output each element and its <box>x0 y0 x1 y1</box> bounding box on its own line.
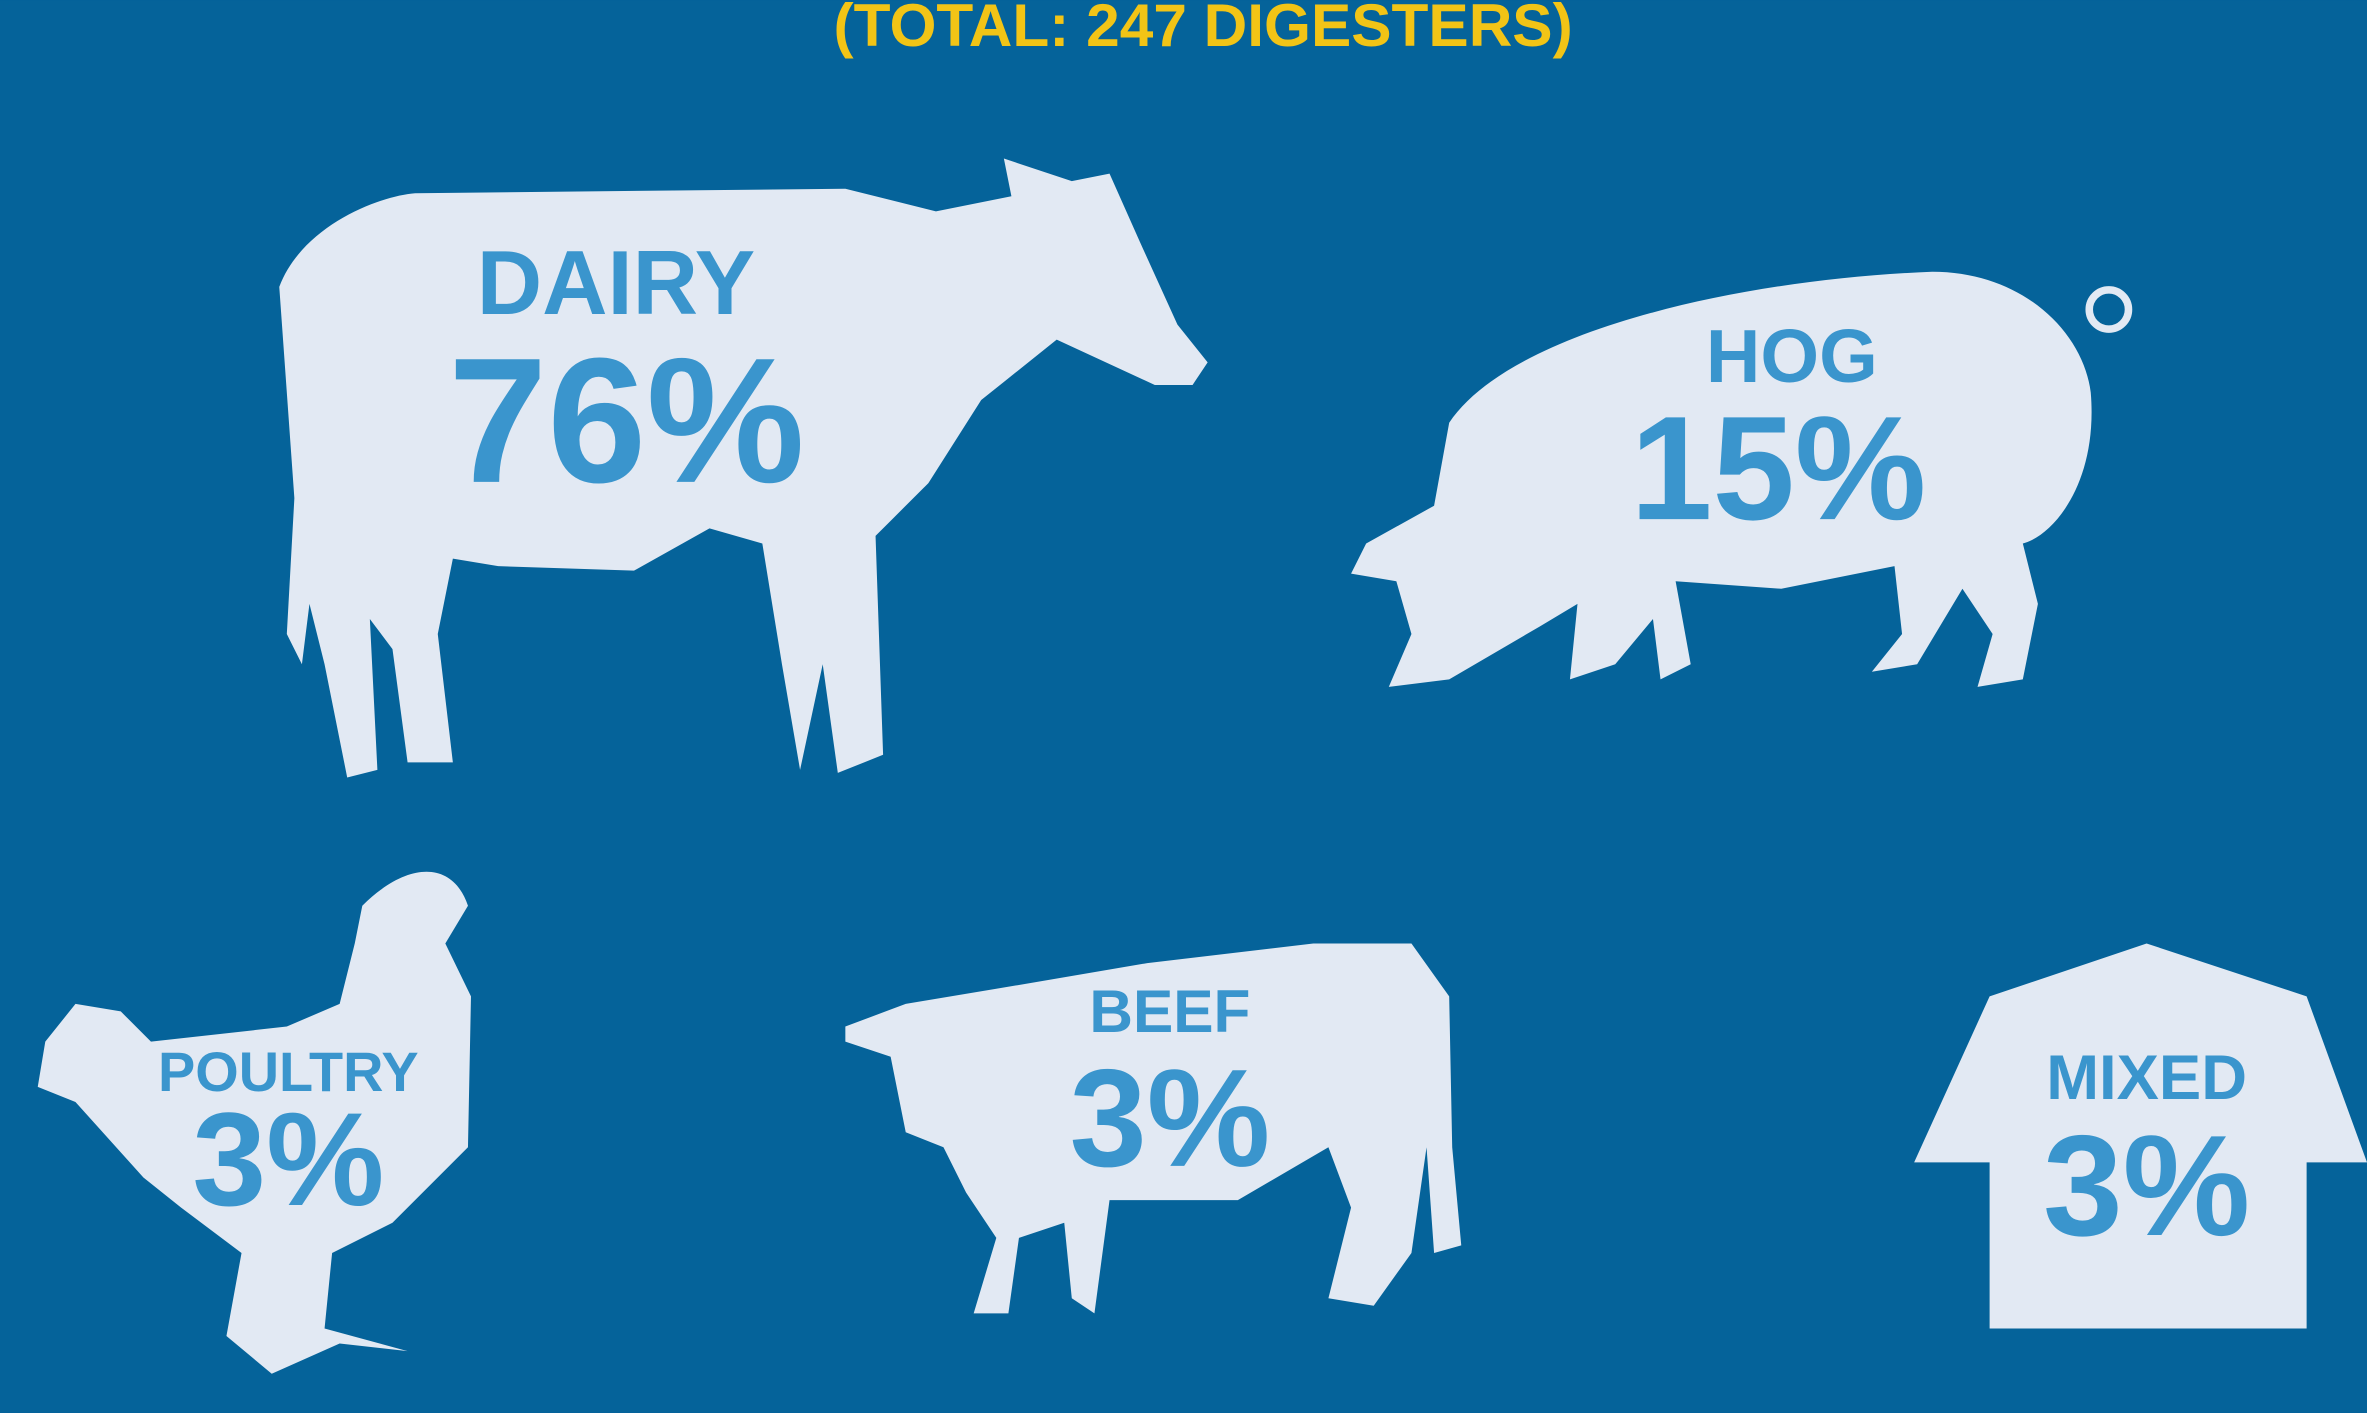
item-value: 3% <box>1070 1041 1271 1196</box>
item-value: 76% <box>448 321 804 520</box>
item-value: 15% <box>1630 386 1926 551</box>
item-label: DAIRY <box>477 233 755 334</box>
infographic: (TOTAL: 247 DIGESTERS) DAIRY 76% HOG 15%… <box>0 0 2367 1413</box>
item-label: BEEF <box>1089 977 1250 1045</box>
subtitle: (TOTAL: 247 DIGESTERS) <box>834 0 1573 59</box>
page: (TOTAL: 247 DIGESTERS) DAIRY 76% HOG 15%… <box>0 0 2367 1413</box>
item-value: 3% <box>192 1086 384 1234</box>
item-value: 3% <box>2043 1106 2250 1266</box>
item-label: MIXED <box>2046 1043 2247 1113</box>
